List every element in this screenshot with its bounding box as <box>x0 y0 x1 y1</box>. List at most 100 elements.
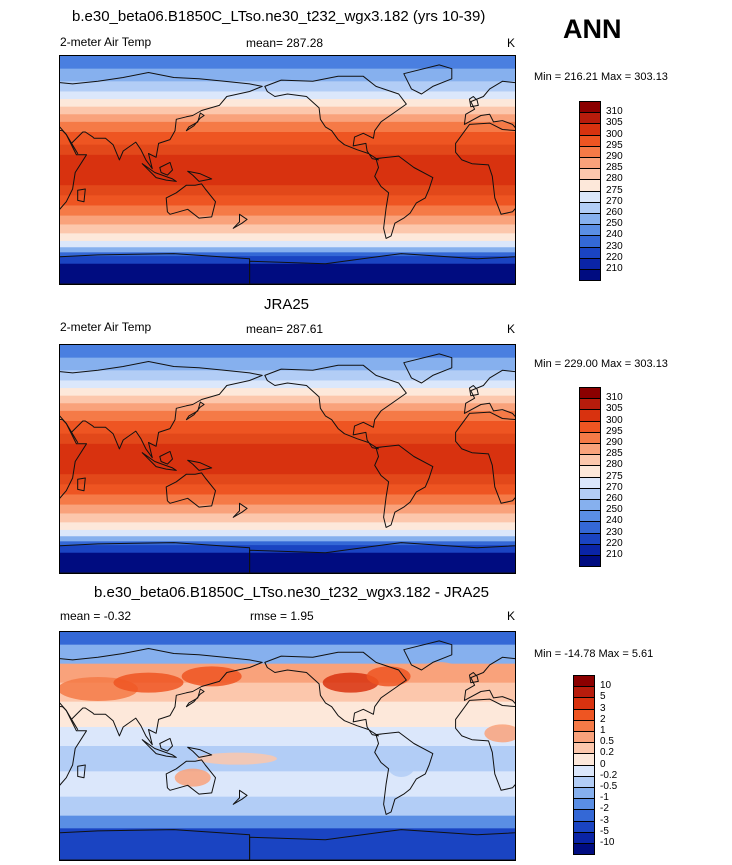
colorbar-tick-label: 240 <box>606 229 623 241</box>
colorbar-tick-label: -0.2 <box>600 769 618 781</box>
colorbar-tick-label: 260 <box>606 493 623 504</box>
field-band <box>60 410 515 422</box>
field-band <box>60 433 515 445</box>
coastline <box>159 737 173 752</box>
field-band <box>60 56 515 70</box>
colorbar-tick-label: 260 <box>606 207 623 218</box>
panel-2-left-label: 2-meter Air Temp <box>60 320 152 334</box>
field-band <box>60 144 515 156</box>
coastline <box>264 651 407 737</box>
field-band <box>60 224 515 234</box>
field-band <box>60 513 515 523</box>
field-band <box>60 484 515 496</box>
coastline <box>141 452 177 471</box>
coastline <box>185 401 205 421</box>
coastline <box>374 444 434 528</box>
colorbar-tick-label: 10 <box>600 680 612 692</box>
colorbar-tick-label: 0.5 <box>600 736 614 748</box>
colorbar-tick-label: 210 <box>606 263 623 274</box>
field-band <box>60 185 515 196</box>
coastline <box>232 789 248 805</box>
field-band <box>60 395 515 404</box>
field-band <box>60 474 515 485</box>
coastline <box>374 155 434 239</box>
colorbar-tick-label: 275 <box>606 470 623 482</box>
field-band <box>60 345 515 359</box>
field-band <box>60 421 515 435</box>
colorbar-tick-label: -2 <box>600 803 609 815</box>
colorbar-box <box>579 269 601 282</box>
field-band <box>60 247 515 253</box>
field-band <box>60 154 515 186</box>
field-band <box>60 233 515 242</box>
panel-1-mean-label: mean= 287.28 <box>246 36 324 50</box>
colorbar-tick-label: 295 <box>606 425 623 437</box>
field-band <box>60 494 515 506</box>
coastline <box>455 698 515 791</box>
coastline <box>159 450 173 465</box>
coastline <box>374 731 434 815</box>
field-band <box>60 91 515 100</box>
coastline <box>232 502 248 518</box>
coastline <box>185 112 205 132</box>
colorbar-box <box>579 555 601 568</box>
coastline <box>60 129 87 210</box>
coastline <box>77 764 86 779</box>
colorbar-tick-label: 305 <box>606 117 623 129</box>
panel-3-map <box>59 631 516 861</box>
field-band <box>60 529 515 537</box>
field-band <box>60 252 515 257</box>
anomaly-blob <box>196 752 277 765</box>
coastline <box>403 640 453 671</box>
colorbar-tick-label: 1 <box>600 725 606 736</box>
colorbar-tick-label: 0.2 <box>600 747 614 759</box>
coastline <box>469 672 479 684</box>
colorbar-tick-label: 305 <box>606 403 623 415</box>
panel-2-map-field <box>60 345 515 573</box>
colorbar-tick-label: 275 <box>606 184 623 196</box>
coastline <box>249 829 515 860</box>
colorbar-tick-label: 270 <box>606 195 623 207</box>
field-band <box>60 263 515 284</box>
colorbar-tick-label: 300 <box>606 414 623 426</box>
coastline <box>60 829 251 860</box>
field-band <box>60 727 515 747</box>
field-band <box>60 771 515 798</box>
field-band <box>60 114 515 123</box>
panel-3-mean-label: mean = -0.32 <box>60 609 132 623</box>
colorbar-tick-label: 270 <box>606 481 623 493</box>
coastline <box>60 705 87 786</box>
colorbar-box <box>573 843 595 856</box>
colorbar-tick-label: 280 <box>606 173 623 185</box>
colorbar-tick-label: -0.5 <box>600 781 618 792</box>
field-band <box>60 701 515 728</box>
colorbar-tick-label: 3 <box>600 702 606 714</box>
field-band <box>60 370 515 382</box>
coastline <box>455 122 515 215</box>
colorbar-tick-label: 310 <box>606 106 623 118</box>
colorbar-tick-label: 250 <box>606 504 623 516</box>
coastline <box>60 361 263 459</box>
field-band <box>60 828 515 860</box>
coastline <box>469 385 479 397</box>
panel-2-mean-label: mean= 287.61 <box>246 322 324 336</box>
colorbar-tick-label: -3 <box>600 814 609 826</box>
panel-1-units-label: K <box>507 36 516 50</box>
field-band <box>60 215 515 226</box>
colorbar-tick-label: 230 <box>606 240 623 252</box>
colorbar-tick-label: 250 <box>606 218 623 230</box>
field-band <box>60 388 515 397</box>
panel-3-map-field <box>60 632 515 860</box>
field-band <box>60 504 515 515</box>
colorbar-tick-label: 280 <box>606 459 623 471</box>
panel-2-map <box>59 344 516 574</box>
field-band <box>60 536 515 542</box>
colorbar-tick-label: 2 <box>600 713 606 725</box>
field-band <box>60 644 515 665</box>
panel-1-minmax: Min = 216.21 Max = 303.13 <box>534 71 668 83</box>
coastline <box>60 648 263 746</box>
colorbar-tick-label: 5 <box>600 691 606 703</box>
coastline <box>455 411 515 504</box>
coastline <box>264 364 407 450</box>
field-band <box>60 632 515 646</box>
